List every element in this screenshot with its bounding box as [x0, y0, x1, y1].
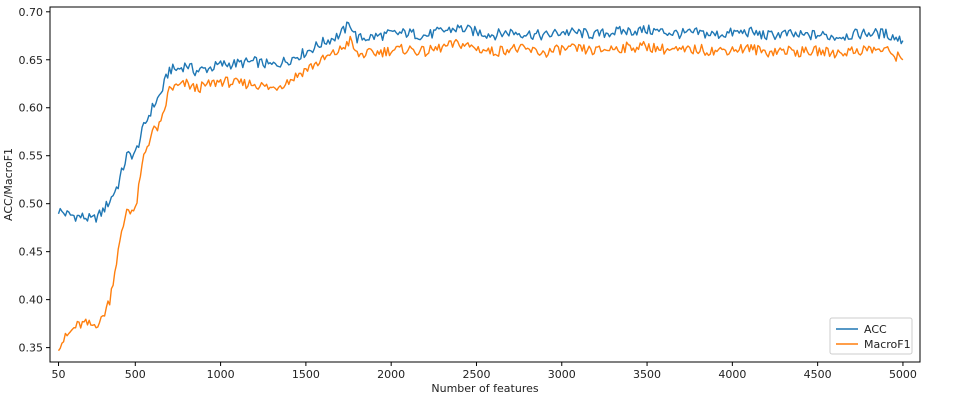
y-tick-label: 0.45 [19, 246, 44, 259]
y-tick-label: 0.40 [19, 294, 44, 307]
legend-box [829, 317, 913, 355]
x-axis: 50 500 1000 1500 2000 2500 3000 3500 4000 4500 500… [52, 362, 917, 381]
y-tick-label: 0.35 [19, 342, 44, 355]
plot-frame [49, 6, 921, 363]
y-tick-label: 0.50 [19, 198, 44, 211]
series-line-macrof1 [57, 35, 904, 352]
x-tick-label: 1500 [292, 368, 320, 381]
x-tick-label: 500 [125, 368, 146, 381]
legend-label-acc: ACC [864, 323, 887, 336]
x-tick-label: 50 [52, 368, 66, 381]
series-line-acc [57, 21, 904, 223]
y-tick-label: 0.65 [19, 54, 44, 67]
legend-label-macrof1: MacroF1 [864, 338, 911, 351]
legend: ACC MacroF1 [829, 317, 913, 355]
y-tick-label: 0.55 [19, 150, 44, 163]
plot-area [49, 6, 921, 363]
x-tick-label: 3000 [548, 368, 576, 381]
x-tick-label: 4000 [718, 368, 746, 381]
x-tick-label: 2000 [377, 368, 405, 381]
y-tick-label: 0.60 [19, 102, 44, 115]
x-tick-label: 5000 [889, 368, 917, 381]
x-tick-label: 1000 [207, 368, 235, 381]
y-tick-label: 0.70 [19, 6, 44, 19]
x-axis-label: Number of features [431, 382, 538, 395]
x-tick-label: 2500 [462, 368, 490, 381]
legend-entries: ACC MacroF1 [836, 323, 911, 351]
x-tick-label: 4500 [804, 368, 832, 381]
y-axis: 0.35 0.40 0.45 0.50 0.55 0.60 0.65 0.70 [19, 6, 50, 355]
series-layer [57, 21, 904, 352]
x-tick-label: 3500 [633, 368, 661, 381]
y-axis-label: ACC/MacroF1 [2, 148, 15, 221]
